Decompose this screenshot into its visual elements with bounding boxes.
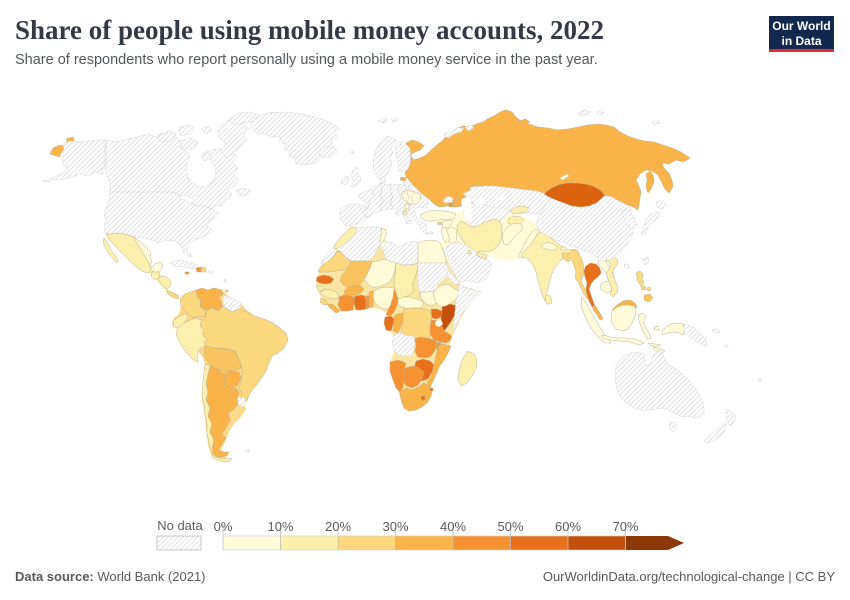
svg-text:60%: 60% — [555, 519, 581, 534]
svg-text:No data: No data — [157, 518, 203, 533]
svg-text:20%: 20% — [325, 519, 351, 534]
svg-text:30%: 30% — [382, 519, 408, 534]
svg-text:70%: 70% — [612, 519, 638, 534]
svg-text:50%: 50% — [497, 519, 523, 534]
svg-text:0%: 0% — [214, 519, 233, 534]
svg-text:40%: 40% — [440, 519, 466, 534]
svg-text:10%: 10% — [267, 519, 293, 534]
